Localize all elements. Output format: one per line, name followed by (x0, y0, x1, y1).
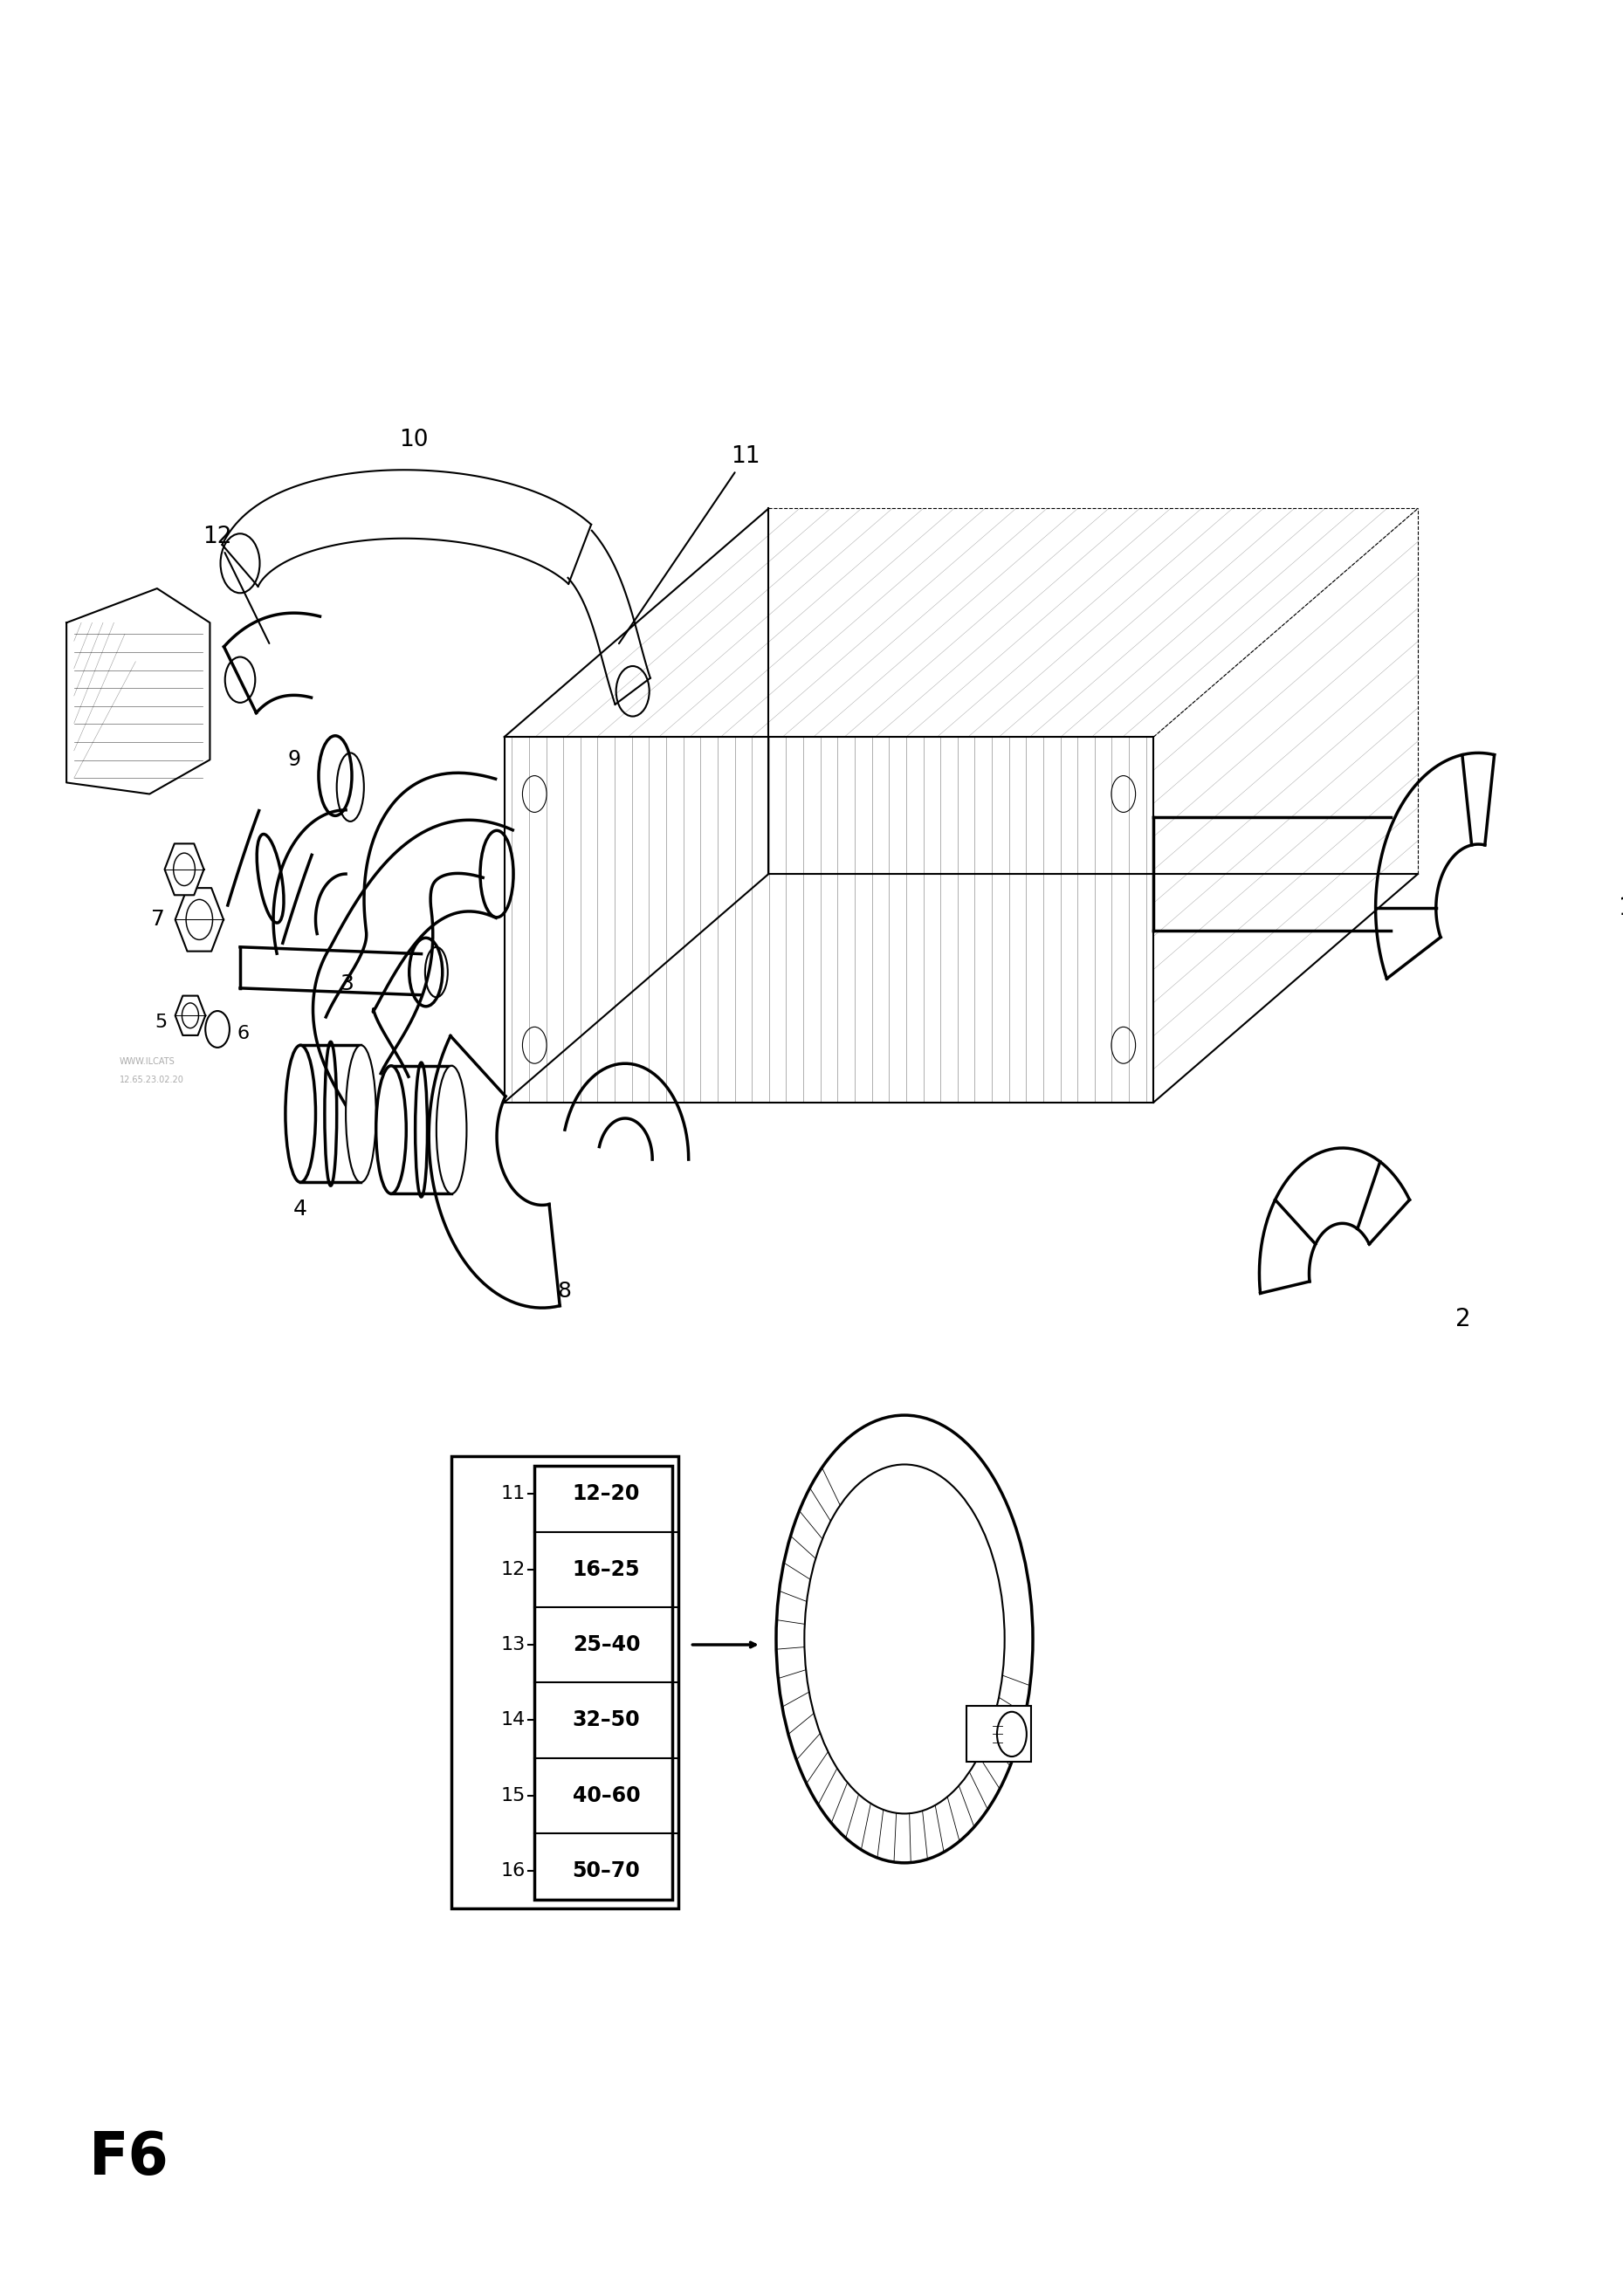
Text: 50–70: 50–70 (573, 1860, 639, 1880)
Text: 11: 11 (502, 1486, 526, 1504)
Polygon shape (67, 588, 209, 794)
Polygon shape (175, 889, 224, 951)
Text: 14: 14 (502, 1711, 526, 1729)
Text: F6: F6 (89, 2131, 169, 2188)
Text: 12–20: 12–20 (573, 1483, 639, 1504)
Text: 7: 7 (151, 909, 164, 930)
Text: 15: 15 (502, 1786, 526, 1805)
Polygon shape (164, 843, 204, 895)
Text: 13: 13 (502, 1637, 526, 1653)
Text: 1: 1 (1618, 895, 1623, 921)
Text: 12: 12 (203, 526, 269, 643)
Text: 2: 2 (1456, 1306, 1470, 1332)
Text: 8: 8 (557, 1281, 571, 1302)
Text: 3: 3 (339, 974, 354, 994)
Text: 16–25: 16–25 (573, 1559, 639, 1580)
Text: 12.65.23.02.20: 12.65.23.02.20 (120, 1075, 183, 1084)
Ellipse shape (377, 1065, 406, 1194)
Text: 6: 6 (237, 1024, 250, 1042)
Bar (967, 1706, 1031, 1761)
Ellipse shape (286, 1045, 315, 1182)
Text: WWW.ILCATS: WWW.ILCATS (120, 1056, 175, 1065)
Text: 10: 10 (399, 429, 428, 452)
Text: 5: 5 (156, 1013, 167, 1031)
Polygon shape (175, 996, 206, 1035)
Ellipse shape (437, 1065, 466, 1194)
Bar (534, 1465, 672, 1899)
Text: 9: 9 (287, 748, 300, 769)
Text: 16: 16 (502, 1862, 526, 1880)
Text: 4: 4 (294, 1199, 307, 1219)
Text: 12: 12 (502, 1561, 526, 1577)
Text: 11: 11 (618, 445, 760, 643)
Text: 40–60: 40–60 (573, 1784, 639, 1807)
Text: 32–50: 32–50 (573, 1711, 639, 1731)
Bar (451, 1456, 678, 1908)
Text: 25–40: 25–40 (573, 1635, 639, 1655)
Ellipse shape (346, 1045, 377, 1182)
